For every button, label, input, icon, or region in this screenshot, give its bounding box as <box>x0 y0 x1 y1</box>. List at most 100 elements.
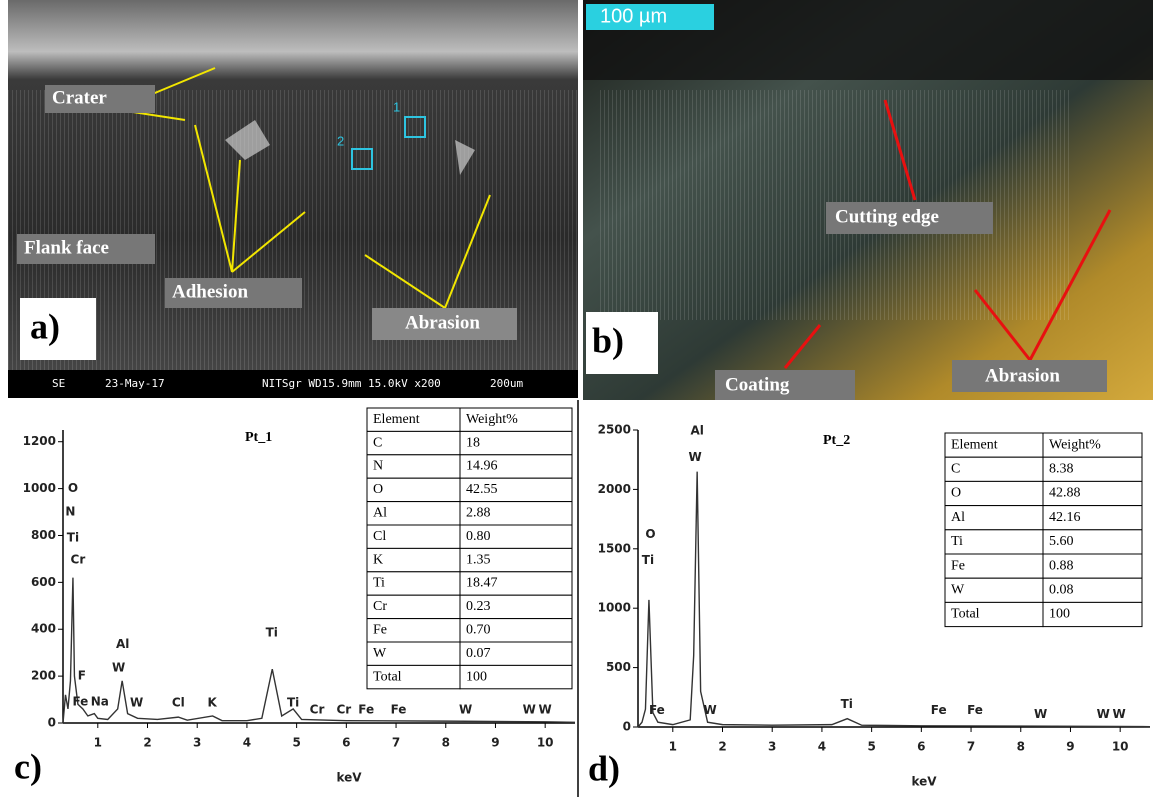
peak-label: Ti <box>287 696 299 710</box>
table-text: 0.80 <box>466 529 491 544</box>
footer: 200um <box>490 377 523 390</box>
table-header: Element <box>373 412 420 427</box>
panel-b: 100 µm Cutting edge Coating Abrasion b) <box>583 0 1153 400</box>
annotation: Cutting edge <box>835 206 939 227</box>
x-tick-label: 3 <box>768 740 776 754</box>
y-tick-label: 600 <box>31 575 56 589</box>
x-tick-label: 7 <box>392 736 400 750</box>
x-tick-label: 9 <box>491 736 499 750</box>
table-text: 100 <box>466 669 487 684</box>
peak-label: F <box>78 669 86 683</box>
table-text: K <box>373 552 383 567</box>
table-text: W <box>373 646 387 661</box>
table-text: Cl <box>373 529 386 544</box>
panel-label: b) <box>592 320 624 360</box>
peak-label: W <box>112 660 125 674</box>
x-tick-label: 3 <box>193 736 201 750</box>
table-text: Al <box>951 510 965 525</box>
region-label: 2 <box>337 133 344 148</box>
table-text: 42.16 <box>1049 510 1081 525</box>
table-text: 100 <box>1049 607 1070 622</box>
peak-label: Fe <box>391 703 407 717</box>
footer: 23-May-17 <box>105 377 165 390</box>
y-tick-label: 2500 <box>598 423 631 437</box>
table-text: Fe <box>373 623 387 638</box>
annotation: Flank face <box>24 237 109 258</box>
peak-label: W <box>1034 707 1047 721</box>
peak-label: Al <box>116 637 129 651</box>
x-tick-label: 1 <box>669 740 677 754</box>
table-header: Weight% <box>466 412 518 427</box>
table-text: 14.96 <box>466 459 498 474</box>
peak-label: W <box>703 703 716 717</box>
footer: NITSgr WD15.9mm 15.0kV x200 <box>262 377 441 390</box>
annotation: Abrasion <box>985 365 1060 386</box>
y-tick-label: 1500 <box>598 541 631 555</box>
peak-label: W <box>523 703 536 717</box>
peak-label: K <box>207 696 217 710</box>
table-text: 0.70 <box>466 623 491 638</box>
table-text: C <box>373 435 382 450</box>
y-tick-label: 200 <box>31 669 56 683</box>
table-text: Cr <box>373 599 387 614</box>
y-tick-label: 1200 <box>23 434 56 448</box>
y-tick-label: 400 <box>31 622 56 636</box>
x-tick-label: 5 <box>867 740 875 754</box>
x-tick-label: 9 <box>1066 740 1074 754</box>
x-tick-label: 7 <box>967 740 975 754</box>
table-text: 2.88 <box>466 506 491 521</box>
peak-label: O <box>645 527 655 541</box>
peak-label: Cr <box>71 553 86 567</box>
x-tick-label: 6 <box>342 736 350 750</box>
table-text: O <box>951 486 961 501</box>
panel-label: d) <box>588 748 620 788</box>
chart-title: Pt_2 <box>823 433 850 448</box>
table-text: 18 <box>466 435 480 450</box>
peak-label: W <box>130 696 143 710</box>
table-text: Fe <box>951 558 965 573</box>
table-header: Element <box>951 437 998 452</box>
panel-label: c) <box>14 746 42 786</box>
x-tick-label: 1 <box>94 736 102 750</box>
table-text: 0.07 <box>466 646 491 661</box>
table-text: O <box>373 482 383 497</box>
peak-label: Al <box>690 424 703 438</box>
annotation: Adhesion <box>172 281 248 302</box>
table-text: C <box>951 462 960 477</box>
y-tick-label: 1000 <box>23 481 56 495</box>
table-text: Total <box>951 607 980 622</box>
y-tick-label: 1000 <box>598 601 631 615</box>
x-tick-label: 4 <box>818 740 826 754</box>
table-text: Ti <box>373 576 385 591</box>
chart-title: Pt_1 <box>245 430 272 445</box>
x-tick-label: 8 <box>1017 740 1025 754</box>
y-tick-label: 500 <box>606 660 631 674</box>
peak-label: Fe <box>649 703 665 717</box>
figure: Crater Flank face Adhesion Abrasion 1 2 … <box>0 0 1153 797</box>
peak-label: W <box>459 703 472 717</box>
panel-a: Crater Flank face Adhesion Abrasion 1 2 … <box>8 0 578 398</box>
table-text: 1.35 <box>466 552 491 567</box>
peak-label: W <box>1097 707 1110 721</box>
peak-label: W <box>689 450 702 464</box>
peak-label: Fe <box>72 694 88 708</box>
table-text: Total <box>373 669 402 684</box>
table-text: 42.88 <box>1049 486 1081 501</box>
scale-label: 100 µm <box>600 5 667 27</box>
table-text: 0.23 <box>466 599 491 614</box>
table-text: 42.55 <box>466 482 498 497</box>
peak-label: Cr <box>310 703 325 717</box>
x-tick-label: 10 <box>537 736 554 750</box>
y-tick-label: 0 <box>623 720 631 734</box>
peak-label: Ti <box>841 697 853 711</box>
x-tick-label: 2 <box>143 736 151 750</box>
annotation: Crater <box>52 87 107 108</box>
x-tick-label: 6 <box>917 740 925 754</box>
table-text: Ti <box>951 534 963 549</box>
peak-label: Ti <box>67 530 79 544</box>
y-tick-label: 800 <box>31 528 56 542</box>
x-tick-label: 8 <box>442 736 450 750</box>
table-text: 0.08 <box>1049 583 1074 598</box>
panel-label: a) <box>30 306 60 346</box>
peak-label: Cr <box>336 703 351 717</box>
